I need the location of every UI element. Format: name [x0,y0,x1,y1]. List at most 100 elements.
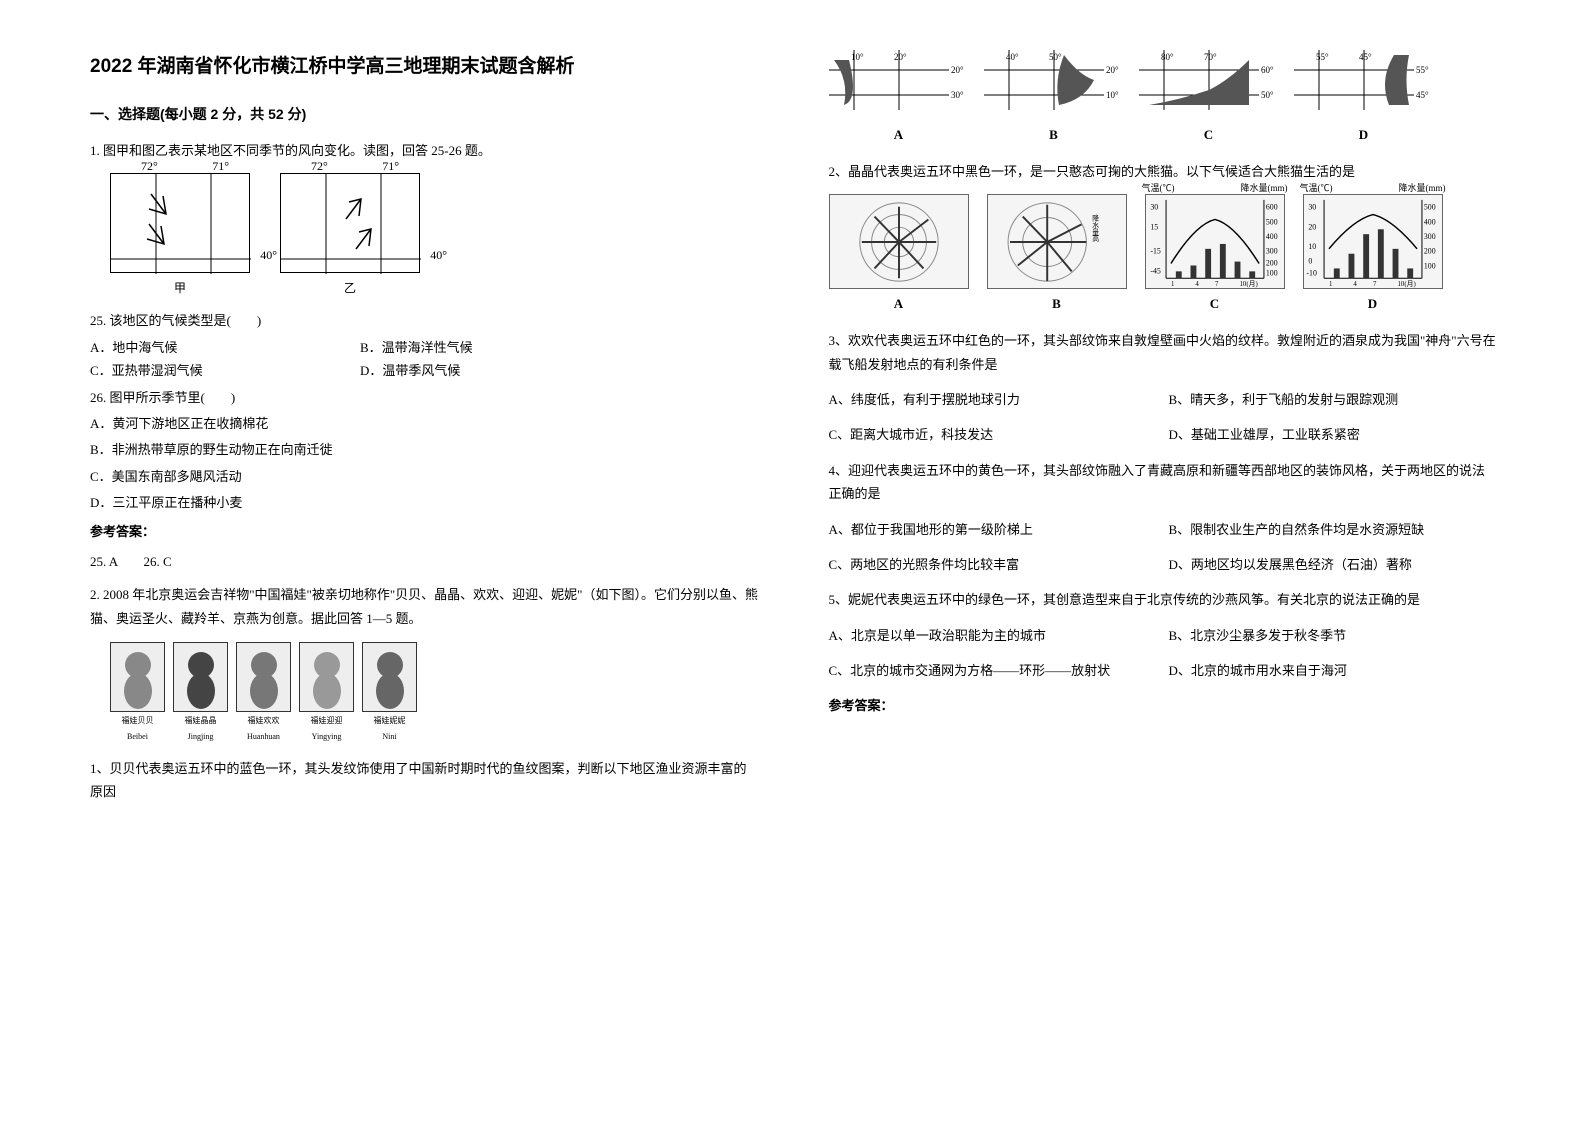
svg-text:20: 20 [1308,222,1316,231]
fuwa-label: 福娃晶晶 [173,714,228,728]
map-label-d: D [1294,123,1434,146]
map-options: 10°20° 20°30° A 40°50° 20°10° B [829,50,1498,146]
climate-d: 气温(℃) 降水量(mm) 3020100-10 500400300200100… [1303,194,1443,315]
fuwa-label: 福娃贝贝 [110,714,165,728]
option-b: B．非洲热带草原的野生动物正在向南迁徙 [90,438,759,461]
svg-text:20°: 20° [894,52,907,62]
sub-question-3: 3、欢欢代表奥运五环中红色的一环，其头部纹饰来自敦煌壁画中火焰的纹样。敦煌附近的… [829,329,1498,376]
fuwa-icon [173,642,228,712]
svg-text:10°: 10° [851,52,864,62]
svg-text:1: 1 [1170,281,1174,288]
option-c: C、两地区的光照条件均比较丰富 [829,553,1169,576]
climate-diagrams: A 降水量高 B 气温(℃) 降水量(mm) 3015-15-45 600500 [829,194,1498,315]
svg-text:45°: 45° [1416,90,1429,100]
svg-text:20°: 20° [951,65,964,75]
q26-stem: 26. 图甲所示季节里( ) [90,386,759,409]
diagram-yi: 72° 71° 40° 乙 [280,173,420,300]
svg-text:100: 100 [1265,268,1277,277]
svg-text:100: 100 [1423,261,1435,270]
lat-label: 40° [430,245,447,267]
fuwa-icon [362,642,417,712]
s4-row1: A、都位于我国地形的第一级阶梯上 B、限制农业生产的自然条件均是水资源短缺 [829,518,1498,541]
map-b: 40°50° 20°10° B [984,50,1124,146]
option-c: C、距离大城市近，科技发达 [829,423,1169,446]
svg-text:45°: 45° [1359,52,1372,62]
s5-row1: A、北京是以单一政治职能为主的城市 B、北京沙尘暴多发于秋冬季节 [829,624,1498,647]
s4-row2: C、两地区的光照条件均比较丰富 D、两地区均以发展黑色经济（石油）著称 [829,553,1498,576]
map-label-c: C [1139,123,1279,146]
option-d: D、基础工业雄厚，工业联系紧密 [1169,423,1360,446]
q25-row1: A．地中海气候 B．温带海洋性气候 [90,336,759,359]
option-a: A、北京是以单一政治职能为主的城市 [829,624,1169,647]
map-c: 80°70° 60°50° C [1139,50,1279,146]
svg-text:55°: 55° [1316,52,1329,62]
svg-text:-10: -10 [1306,268,1317,277]
fuwa-images: 福娃贝贝 Beibei 福娃晶晶 Jingjing 福娃欢欢 Huanhuan … [110,642,759,745]
map-box: 40°50° 20°10° [984,50,1124,120]
option-d: D．温带季风气候 [360,359,460,382]
svg-text:4: 4 [1353,281,1357,288]
option-a: A、纬度低，有利于摆脱地球引力 [829,388,1169,411]
option-d: D、两地区均以发展黑色经济（石油）著称 [1169,553,1412,576]
fuwa-icon [236,642,291,712]
fuwa-nini: 福娃妮妮 Nini [362,642,417,745]
fuwa-label-en: Beibei [110,730,165,744]
option-a: A．地中海气候 [90,336,360,359]
svg-text:500: 500 [1265,217,1277,226]
climate-c: 气温(℃) 降水量(mm) 3015-15-45 600500400300200… [1145,194,1285,315]
svg-text:400: 400 [1265,232,1277,241]
caption-jia: 甲 [110,278,250,300]
page-title: 2022 年湖南省怀化市横江桥中学高三地理期末试题含解析 [90,50,759,84]
svg-text:10(月): 10(月) [1397,280,1415,288]
svg-text:降水量高: 降水量高 [1090,213,1098,243]
fuwa-yingying: 福娃迎迎 Yingying [299,642,354,745]
svg-text:20°: 20° [1106,65,1119,75]
svg-text:80°: 80° [1161,52,1174,62]
lat-label: 40° [260,245,277,267]
option-a: A．黄河下游地区正在收摘棉花 [90,412,759,435]
option-d: D、北京的城市用水来自于海河 [1169,659,1347,682]
map-box: 10°20° 20°30° [829,50,969,120]
climate-a: A [829,194,969,315]
climate-label: A [829,292,969,315]
svg-text:50°: 50° [1049,52,1062,62]
wind-arrows-icon [111,174,251,274]
climate-b: 降水量高 B [987,194,1127,315]
option-c: C．亚热带湿润气候 [90,359,360,382]
s5-row2: C、北京的城市交通网为方格——环形——放射状 D、北京的城市用水来自于海河 [829,659,1498,682]
map-box: 55° 45° 55° 45° [1294,50,1434,120]
q25-stem: 25. 该地区的气候类型是( ) [90,309,759,332]
fuwa-label: 福娃妮妮 [362,714,417,728]
svg-text:7: 7 [1215,281,1219,288]
fuwa-label-en: Nini [362,730,417,744]
svg-text:-15: -15 [1150,247,1161,256]
climate-chart-icon: 3020100-10 500400300200100 14710(月) [1303,194,1443,289]
svg-text:300: 300 [1265,247,1277,256]
map-label-b: B [984,123,1124,146]
svg-text:10(月): 10(月) [1239,280,1257,288]
s3-row2: C、距离大城市近，科技发达 D、基础工业雄厚，工业联系紧密 [829,423,1498,446]
fuwa-beibei: 福娃贝贝 Beibei [110,642,165,745]
sub-question-1: 1、贝贝代表奥运五环中的蓝色一环，其头发纹饰使用了中国新时期时代的鱼纹图案，判断… [90,757,759,804]
option-c: C、北京的城市交通网为方格——环形——放射状 [829,659,1169,682]
option-c: C．美国东南部多飓风活动 [90,465,759,488]
wind-arrows-icon [281,174,421,274]
svg-text:300: 300 [1423,232,1435,241]
option-b: B．温带海洋性气候 [360,336,473,359]
fuwa-label-en: Huanhuan [236,730,291,744]
wind-box-yi: 72° 71° 40° [280,173,420,273]
svg-text:55°: 55° [1416,65,1429,75]
climate-chart-icon: 3015-15-45 600500400300200100 14710(月) [1145,194,1285,289]
svg-text:4: 4 [1195,281,1199,288]
svg-text:500: 500 [1423,202,1435,211]
svg-text:7: 7 [1373,281,1377,288]
map-box: 80°70° 60°50° [1139,50,1279,120]
svg-text:200: 200 [1423,247,1435,256]
caption-yi: 乙 [280,278,420,300]
map-label-a: A [829,123,969,146]
answer-values: 25. A 26. C [90,550,759,573]
fuwa-label: 福娃欢欢 [236,714,291,728]
svg-text:70°: 70° [1204,52,1217,62]
diagram-jia: 72° 71° 40° 甲 [110,173,250,300]
s3-row1: A、纬度低，有利于摆脱地球引力 B、晴天多，利于飞船的发射与跟踪观测 [829,388,1498,411]
